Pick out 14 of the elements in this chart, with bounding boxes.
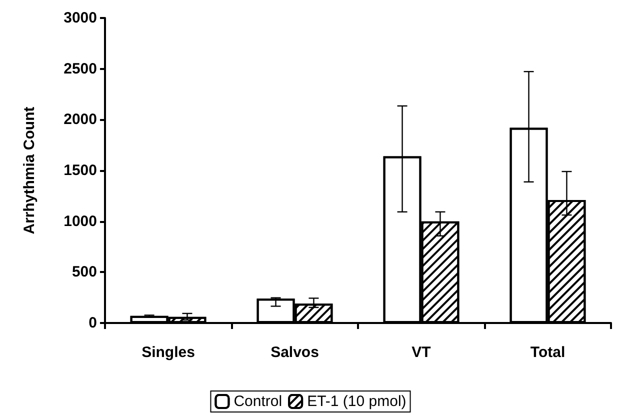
x-tick-label: Salvos <box>270 344 319 361</box>
legend-label: Control <box>234 393 282 410</box>
y-tick-label: 0 <box>88 314 97 332</box>
y-tick-label: 1500 <box>64 162 97 179</box>
y-axis-title: Arrhythmia Count <box>21 106 38 234</box>
y-tick-label: 2000 <box>64 111 97 128</box>
y-tick-label: 3000 <box>64 10 97 26</box>
x-tick-label: VT <box>412 344 431 361</box>
y-tick-label: 500 <box>72 264 97 281</box>
legend-label: ET-1 (10 pmol) <box>307 393 406 410</box>
y-tick-label: 2500 <box>64 60 97 78</box>
y-tick-label: 1000 <box>64 212 97 230</box>
x-tick-label: Singles <box>142 344 195 361</box>
x-tick-label: Total <box>530 344 566 361</box>
